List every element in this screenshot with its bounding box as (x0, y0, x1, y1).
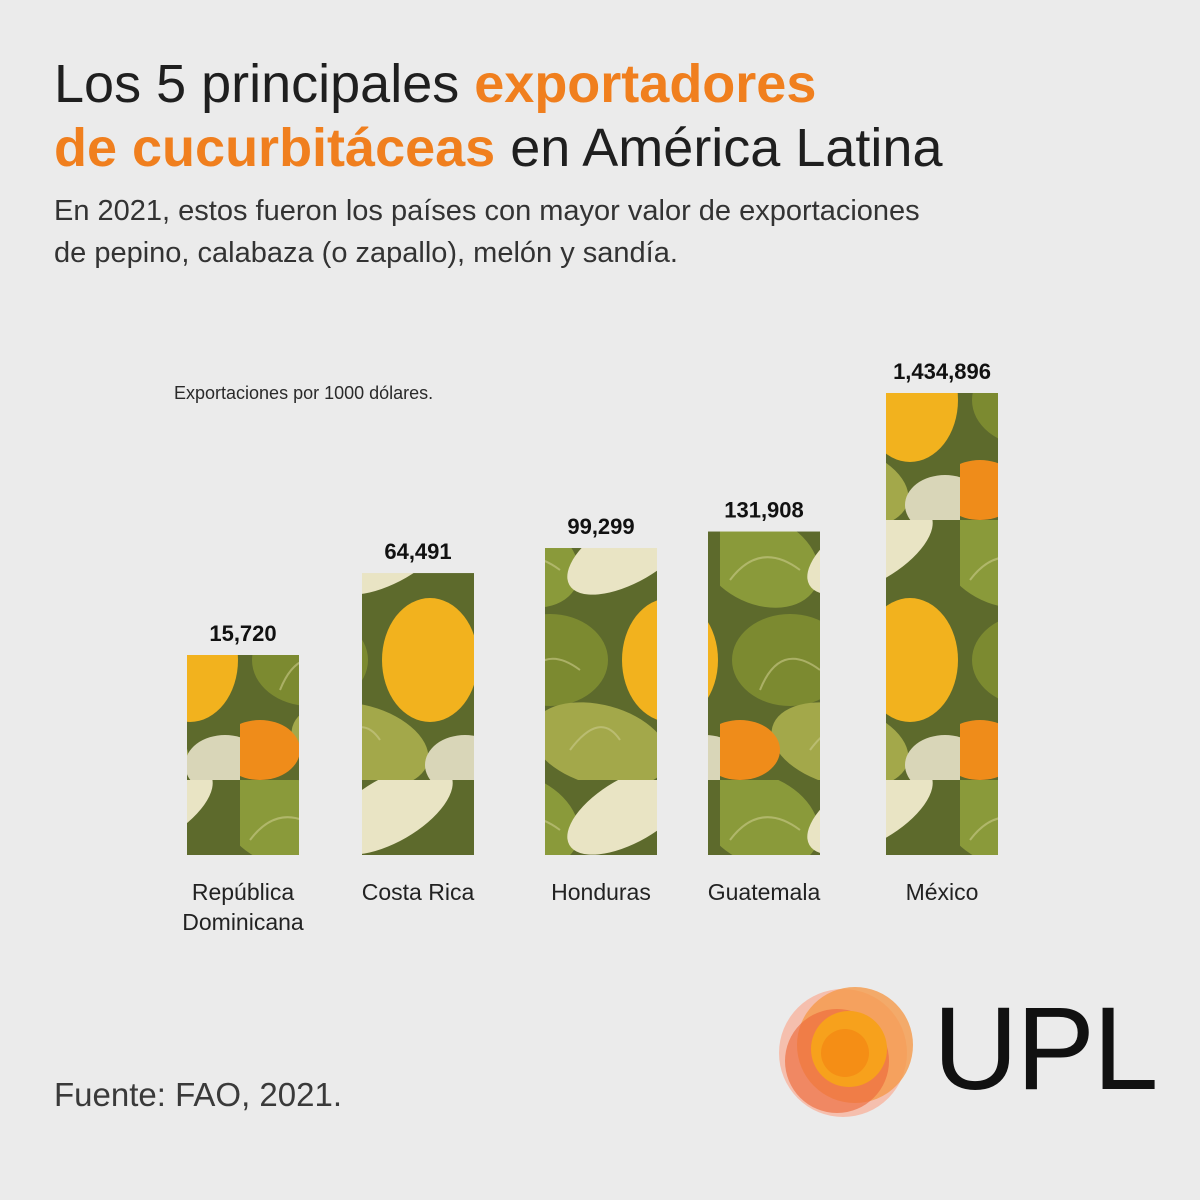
subtitle-line2: de pepino, calabaza (o zapallo), melón y… (54, 237, 678, 269)
value-label-3: 131,908 (724, 498, 804, 523)
category-label-0-1: Dominicana (182, 909, 304, 935)
bar-3 (708, 531, 820, 855)
title-highlight-1: exportadores (474, 54, 817, 114)
category-label-2: Honduras (551, 879, 651, 905)
title-part2: en América Latina (495, 118, 943, 178)
subtitle-line1: En 2021, estos fueron los países con may… (54, 195, 920, 227)
category-label-0-0: República (192, 879, 294, 905)
title-highlight-2: de cucurbitáceas (54, 118, 496, 178)
bar-0 (187, 655, 299, 855)
units-note: Exportaciones por 1000 dólares. (174, 383, 434, 403)
value-label-2: 99,299 (567, 514, 634, 539)
bar-4 (886, 393, 998, 855)
category-label-4: México (906, 879, 979, 905)
upl-logo-text: UPL (933, 983, 1159, 1115)
value-label-1: 64,491 (384, 539, 451, 564)
upl-logo-mark-icon (779, 987, 913, 1117)
subtitle: En 2021, estos fueron los países con may… (54, 190, 1154, 274)
value-label-0: 15,720 (209, 621, 276, 646)
bar-1 (362, 573, 474, 855)
bar-chart: 15,720 República Dominicana 64,491 Costa Ric… (182, 359, 998, 935)
upl-logo: UPL (765, 975, 1165, 1135)
title-part1: Los 5 principales (54, 54, 475, 114)
source-note: Fuente: FAO, 2021. (54, 1076, 343, 1113)
category-label-1: Costa Rica (362, 879, 475, 905)
bar-2 (545, 548, 657, 855)
value-label-4: 1,434,896 (893, 359, 991, 384)
page-title: Los 5 principales exportadores de cucurbi… (54, 52, 1154, 180)
category-label-3: Guatemala (708, 879, 821, 905)
